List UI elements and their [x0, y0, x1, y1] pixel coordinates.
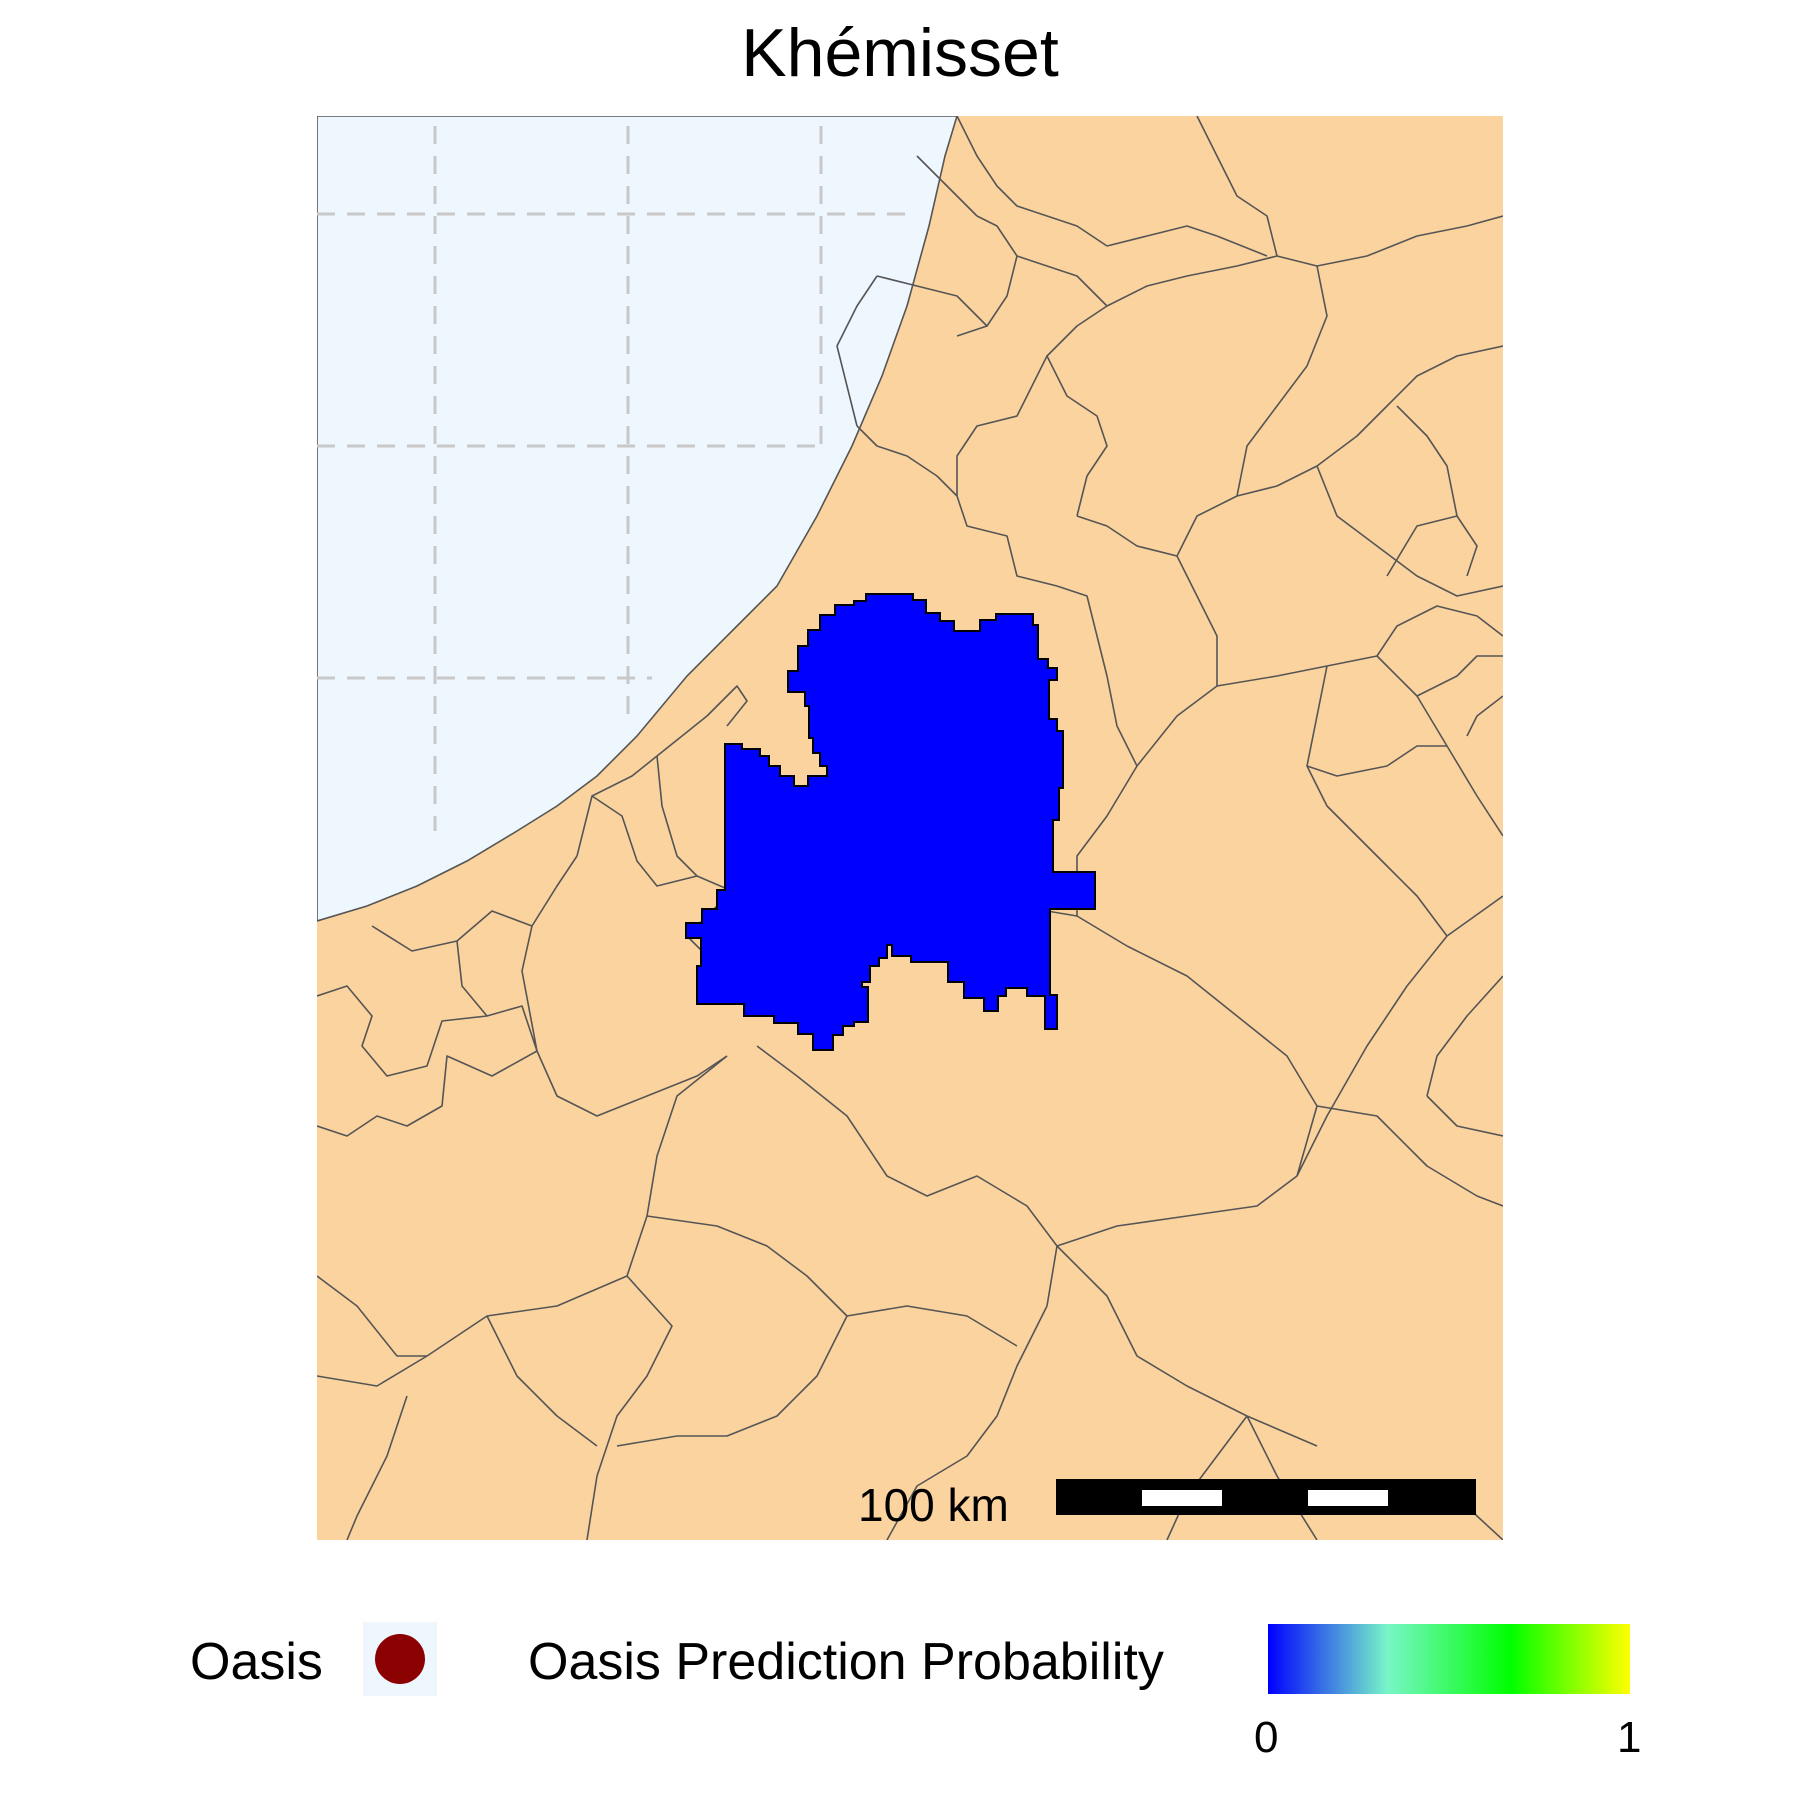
map-panel [317, 116, 1503, 1540]
graticule [317, 126, 912, 831]
scale-bar [1056, 1479, 1476, 1515]
colorbar-max-label: 1 [1617, 1713, 1642, 1762]
legend-probability-title: Oasis Prediction Probability [528, 1633, 1164, 1691]
legend-oasis-key [363, 1622, 437, 1696]
sea-area [317, 116, 958, 922]
colorbar-min-label: 0 [1254, 1713, 1279, 1762]
map-canvas [317, 116, 1503, 1540]
legend-oasis-label: Oasis [190, 1633, 323, 1691]
probability-colorbar [1268, 1624, 1630, 1694]
scale-bar-label: 100 km [858, 1479, 1009, 1531]
map-title: Khémisset [741, 15, 1059, 91]
highlighted-province-khemisset [685, 593, 1096, 1051]
province-boundaries [317, 116, 1503, 1540]
oasis-point-icon [375, 1634, 425, 1684]
